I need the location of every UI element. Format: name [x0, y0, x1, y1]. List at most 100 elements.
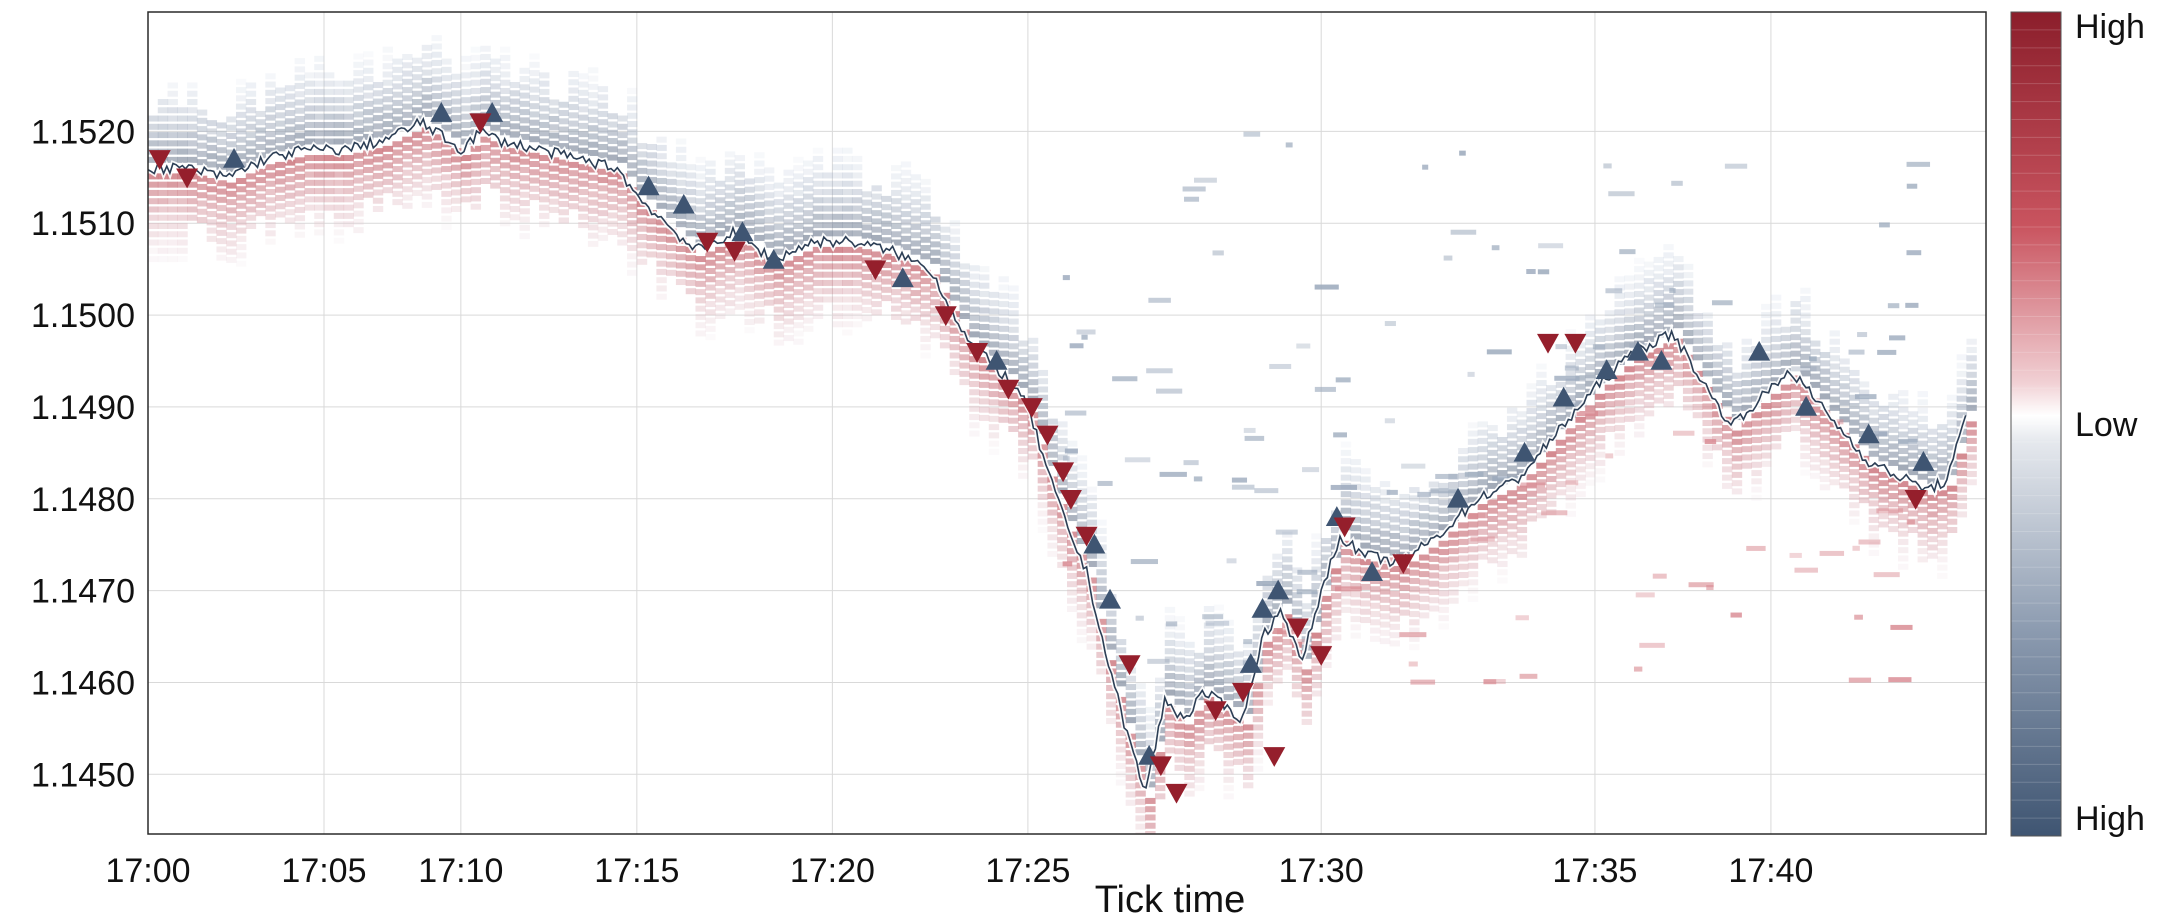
ask-depth-cell: [1555, 406, 1567, 413]
bid-depth-cell: [323, 196, 335, 203]
bid-depth-cell: [1702, 395, 1713, 402]
bid-depth-cell: [1927, 536, 1938, 543]
bid-depth-cell: [1262, 650, 1273, 657]
bid-depth-cell: [294, 157, 306, 164]
bid-depth-cell: [1800, 469, 1811, 476]
bid-depth-cell: [949, 335, 961, 342]
ask-depth-cell: [255, 144, 266, 151]
bid-depth-cell: [783, 326, 794, 333]
bid-depth-cell: [646, 218, 657, 225]
bid-depth-cell: [832, 296, 843, 303]
ask-depth-cell: [1125, 708, 1137, 715]
ask-depth-cell: [803, 177, 814, 184]
bid-depth-cell: [148, 198, 159, 205]
ask-depth-cell: [1174, 665, 1185, 672]
bid-depth-cell: [587, 232, 599, 239]
ask-depth-cell: [1682, 338, 1694, 345]
bid-depth-cell: [1604, 425, 1616, 432]
bid-depth-cell: [617, 239, 628, 246]
isolated-order-cell: [1711, 300, 1733, 306]
ask-depth-cell: [382, 104, 394, 111]
ask-depth-cell: [314, 72, 325, 79]
ask-depth-cell: [431, 76, 442, 83]
ask-depth-cell: [1761, 361, 1772, 368]
bid-depth-cell: [695, 256, 706, 263]
bid-depth-cell: [1008, 425, 1019, 432]
isolated-order-cell: [1706, 585, 1714, 591]
bid-depth-cell: [1594, 410, 1606, 417]
bid-depth-cell: [167, 173, 178, 180]
bid-depth-cell: [1448, 531, 1459, 538]
bid-depth-cell: [1370, 611, 1381, 618]
ask-depth-cell: [1761, 336, 1772, 343]
ask-depth-cell: [1067, 457, 1078, 464]
ask-depth-cell: [1262, 592, 1273, 599]
ask-depth-cell: [235, 153, 247, 160]
ask-depth-cell: [187, 90, 198, 97]
bid-depth-cell: [1340, 549, 1352, 556]
bid-depth-cell: [451, 189, 462, 196]
bid-depth-cell: [1585, 479, 1596, 486]
bid-depth-cell: [1409, 611, 1420, 618]
bid-depth-cell: [294, 190, 306, 197]
ask-depth-cell: [842, 189, 853, 196]
bid-depth-cell: [275, 178, 286, 185]
ask-depth-cell: [979, 299, 990, 306]
ask-depth-cell: [1321, 538, 1332, 545]
bid-depth-cell: [392, 149, 403, 156]
bid-depth-cell: [695, 305, 706, 312]
bid-depth-cell: [783, 301, 794, 308]
bid-depth-cell: [1194, 735, 1205, 742]
ask-depth-cell: [1575, 391, 1586, 398]
ask-depth-cell: [851, 213, 863, 220]
bid-depth-cell: [1418, 562, 1430, 569]
ask-depth-cell: [167, 107, 178, 114]
ask-depth-cell: [509, 82, 521, 89]
ask-depth-cell: [1389, 516, 1401, 523]
bid-depth-cell: [1526, 515, 1537, 522]
bid-depth-cell: [793, 280, 804, 287]
bid-depth-cell: [1067, 597, 1078, 604]
ask-depth-cell: [1849, 369, 1860, 376]
ask-depth-cell: [930, 241, 941, 248]
bid-depth-cell: [1585, 405, 1596, 412]
bid-depth-cell: [353, 218, 364, 225]
ask-depth-cell: [1448, 481, 1459, 488]
isolated-order-cell: [1159, 471, 1187, 477]
ask-depth-cell: [1956, 395, 1968, 402]
ask-depth-cell: [930, 257, 941, 264]
bid-depth-cell: [1497, 560, 1508, 567]
bid-depth-cell: [441, 166, 452, 173]
ask-depth-cell: [695, 181, 706, 188]
bid-depth-cell: [1594, 426, 1606, 433]
ask-depth-cell: [1047, 443, 1058, 450]
ask-depth-cell: [1849, 386, 1860, 393]
bid-depth-cell: [1194, 743, 1205, 750]
ask-depth-cell: [1164, 615, 1176, 622]
bid-depth-cell: [988, 374, 1000, 381]
bid-depth-cell: [1927, 552, 1938, 559]
bid-depth-cell: [949, 344, 961, 351]
ask-depth-cell: [1330, 526, 1342, 533]
ask-depth-cell: [1565, 345, 1576, 352]
ask-depth-cell: [1780, 343, 1792, 350]
ask-depth-cell: [998, 342, 1009, 349]
isolated-order-cell: [1231, 484, 1255, 490]
bid-depth-cell: [1125, 774, 1137, 781]
isolated-order-cell: [1256, 581, 1278, 587]
ask-depth-cell: [1790, 325, 1801, 332]
ask-depth-cell: [617, 148, 628, 155]
bid-depth-cell: [1321, 604, 1332, 611]
ask-depth-cell: [1966, 355, 1977, 362]
bid-depth-cell: [1370, 586, 1381, 593]
ask-depth-cell: [695, 206, 706, 213]
ask-depth-cell: [1868, 417, 1880, 424]
ask-depth-cell: [1458, 464, 1469, 471]
bid-depth-cell: [1252, 691, 1264, 698]
isolated-order-cell: [1858, 539, 1881, 545]
bid-depth-cell: [1399, 576, 1410, 583]
bid-depth-cell: [851, 271, 863, 278]
bid-depth-cell: [1956, 453, 1968, 460]
ask-depth-cell: [460, 113, 472, 120]
bid-depth-cell: [411, 173, 423, 180]
